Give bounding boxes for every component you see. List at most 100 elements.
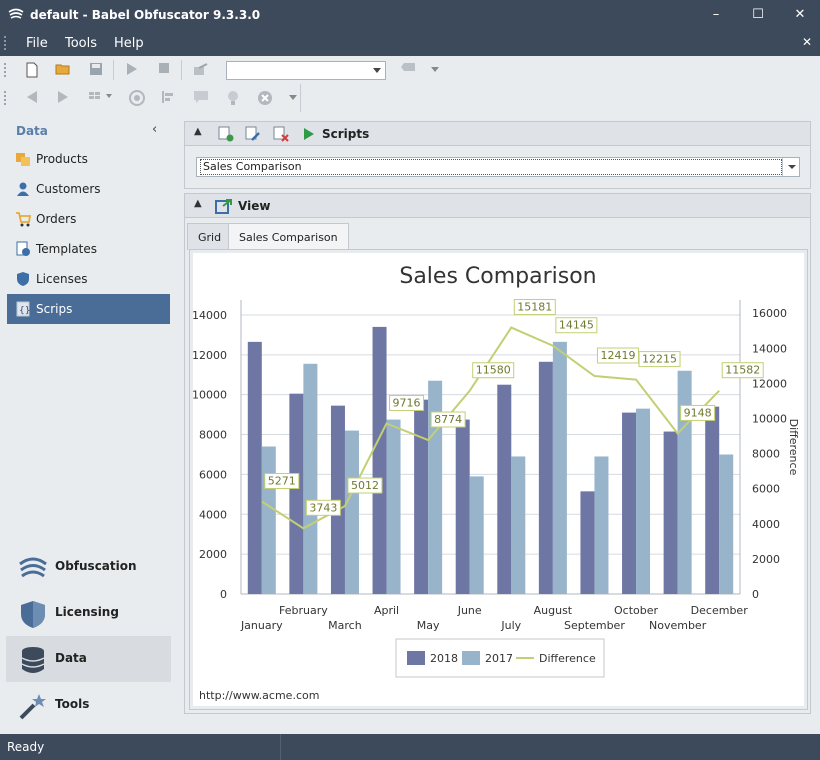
bar-2018 <box>622 412 637 594</box>
lightbulb-icon <box>228 91 238 105</box>
title-bar: default - Babel Obfuscator 9.3.3.0 – ☐ ✕ <box>0 0 820 30</box>
chevron-down-icon[interactable] <box>782 158 799 176</box>
cancel-button[interactable] <box>254 88 276 108</box>
sidebar-item-products[interactable]: Products <box>7 144 170 174</box>
y2-tick-label: 0 <box>752 588 759 601</box>
licensing-icon <box>21 601 45 628</box>
y2-tick-label: 10000 <box>752 412 787 425</box>
legend-box <box>395 638 605 678</box>
data-label-box <box>638 351 681 368</box>
data-label: 3743 <box>309 501 337 514</box>
y2-tick-label: 8000 <box>752 448 780 461</box>
x-tick-label: September <box>564 619 625 632</box>
legend-swatch-2018 <box>407 651 425 665</box>
forward-button[interactable] <box>52 88 74 108</box>
maximize-button[interactable]: ☐ <box>752 7 764 22</box>
menu-help[interactable]: Help <box>114 36 144 51</box>
collapse-scripts-icon[interactable]: ▲ <box>194 126 202 137</box>
sidebar-item-label: Scrips <box>36 302 73 316</box>
nav-obfuscation[interactable]: Obfuscation <box>6 544 171 590</box>
legend-label-2018: 2018 <box>430 652 458 665</box>
sidebar-item-scrips[interactable]: {} Scrips <box>7 294 170 324</box>
clear-button[interactable] <box>397 60 419 80</box>
bar-2017 <box>511 456 526 594</box>
y2-tick-label: 16000 <box>752 307 787 320</box>
sidebar-item-customers[interactable]: Customers <box>7 174 170 204</box>
new-file-button[interactable] <box>21 60 43 80</box>
nav-data[interactable]: Data <box>6 636 171 682</box>
bar-2017 <box>594 456 609 594</box>
data-label-box <box>555 317 598 334</box>
chevron-down-icon <box>431 67 439 72</box>
bar-2018 <box>414 399 429 594</box>
data-label: 12419 <box>600 349 635 362</box>
data-label-box <box>430 411 466 428</box>
x-tick-label: January <box>240 619 283 632</box>
data-label-box <box>721 362 764 379</box>
status-text: Ready <box>7 740 45 754</box>
save-icon <box>90 63 102 75</box>
menu-file[interactable]: File <box>26 36 48 51</box>
collapse-view-icon[interactable]: ▲ <box>194 198 202 209</box>
x-tick-label: May <box>417 619 440 632</box>
export-button[interactable] <box>190 60 212 80</box>
bar-2017 <box>261 446 276 594</box>
data-label-box <box>680 404 716 421</box>
y2-tick-label: 4000 <box>752 518 780 531</box>
bar-2017 <box>719 454 734 594</box>
tab-sales-comparison[interactable]: Sales Comparison <box>228 223 349 250</box>
sidebar-item-licenses[interactable]: Licenses <box>7 264 170 294</box>
close-window-button[interactable]: ✕ <box>794 7 806 22</box>
delete-script-icon[interactable] <box>273 126 289 142</box>
toolbar-combo[interactable] <box>226 61 386 80</box>
data-label: 9716 <box>393 396 421 409</box>
scripts-panel-header: ▲ Scripts <box>184 121 811 146</box>
data-label: 14145 <box>559 319 594 332</box>
bar-2018 <box>497 384 512 594</box>
target-button[interactable] <box>126 88 148 108</box>
menu-tools[interactable]: Tools <box>65 36 98 51</box>
sidebar-item-label: Customers <box>36 182 101 196</box>
sidebar-item-orders[interactable]: Orders <box>7 204 170 234</box>
target-icon <box>129 90 145 106</box>
cancel-dropdown-button[interactable] <box>282 88 304 108</box>
back-button[interactable] <box>21 88 43 108</box>
tab-grid[interactable]: Grid <box>187 223 233 250</box>
close-document-icon[interactable]: ✕ <box>801 35 812 49</box>
bar-2017 <box>552 341 567 594</box>
back-icon <box>27 91 37 103</box>
edit-script-icon[interactable] <box>245 126 261 142</box>
nav-tools[interactable]: Tools <box>6 682 171 728</box>
x-tick-label: February <box>279 604 328 617</box>
save-button[interactable] <box>85 60 107 80</box>
comment-button[interactable] <box>190 88 212 108</box>
open-folder-button[interactable] <box>52 60 74 80</box>
customers-icon <box>17 182 29 196</box>
status-bar: Ready <box>0 734 820 760</box>
minimize-button[interactable]: – <box>712 7 720 22</box>
y2-tick-label: 2000 <box>752 553 780 566</box>
bar-2018 <box>372 326 387 594</box>
bar-2018 <box>289 393 304 594</box>
bar-2017 <box>386 419 401 594</box>
nav-licensing[interactable]: Licensing <box>6 590 171 636</box>
layout-button[interactable] <box>86 88 116 108</box>
script-selector[interactable]: Sales Comparison <box>196 157 800 177</box>
sidebar: Data ‹ Products Customers Orders Templat… <box>0 112 178 734</box>
stop-button[interactable] <box>153 60 175 80</box>
hint-button[interactable] <box>222 88 244 108</box>
tools-icon <box>19 694 46 720</box>
toolbar-separator <box>181 60 182 80</box>
collapse-sidebar-icon[interactable]: ‹ <box>152 122 158 137</box>
comment-icon <box>194 91 208 103</box>
x-tick-label: July <box>500 619 521 632</box>
sidebar-item-templates[interactable]: Templates <box>7 234 170 264</box>
nav-label: Licensing <box>55 605 119 619</box>
run-script-icon[interactable] <box>302 126 316 142</box>
align-button[interactable] <box>157 88 179 108</box>
data-label-box <box>513 299 556 316</box>
add-script-icon[interactable] <box>218 126 234 142</box>
run-button[interactable] <box>121 60 143 80</box>
clear-dropdown-button[interactable] <box>424 60 446 80</box>
data-label: 15181 <box>517 301 552 314</box>
